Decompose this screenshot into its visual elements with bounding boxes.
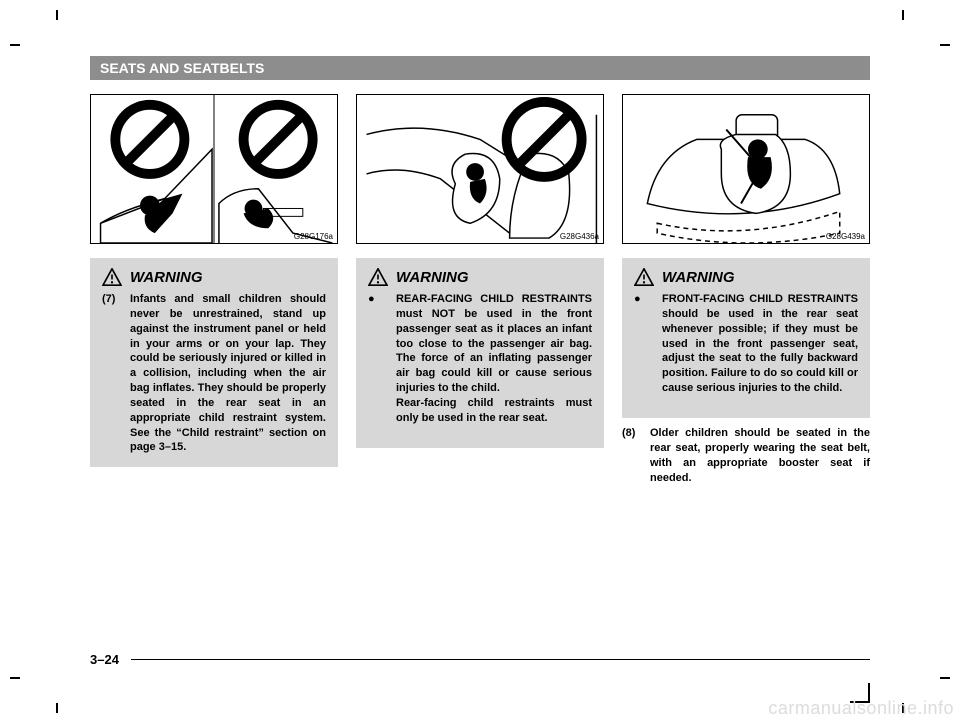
warning-title: WARNING xyxy=(368,268,592,286)
page-content: SEATS AND SEATBELTS xyxy=(90,56,870,667)
list-marker: (8) xyxy=(622,426,642,485)
warning-label: WARNING xyxy=(396,269,469,286)
crop-mark xyxy=(10,44,20,46)
warning-icon xyxy=(634,268,654,286)
crop-mark xyxy=(902,10,904,20)
crop-mark xyxy=(940,677,950,679)
list-marker: ● xyxy=(368,292,388,426)
warning-label: WARNING xyxy=(130,269,203,286)
list-marker: ● xyxy=(634,292,654,396)
figure-id: G28G176a xyxy=(294,232,333,241)
warning-text: Infants and small children should never … xyxy=(130,292,326,455)
column-1: G28G176a WARNING (7) Infants and small c… xyxy=(90,94,338,485)
list-text: Older children should be seated in the r… xyxy=(650,426,870,485)
crop-mark xyxy=(10,677,20,679)
warning-body: ● REAR-FACING CHILD RE­STRAINTS must NOT… xyxy=(368,292,592,426)
list-item-8: (8) Older children should be seated in t… xyxy=(622,426,870,485)
figure-id: G28G436a xyxy=(560,232,599,241)
crop-corner xyxy=(850,683,870,703)
page-footer: 3–24 xyxy=(90,652,870,667)
page-number: 3–24 xyxy=(90,652,131,667)
content-columns: G28G176a WARNING (7) Infants and small c… xyxy=(90,94,870,485)
crop-mark xyxy=(56,10,58,20)
crop-mark xyxy=(56,703,58,713)
warning-body: ● FRONT-FACING CHILD RE­STRAINTS should … xyxy=(634,292,858,396)
warning-icon xyxy=(368,268,388,286)
warning-text: FRONT-FACING CHILD RE­STRAINTS should be… xyxy=(662,292,858,396)
column-3: G28G439a WARNING ● FRONT-FACING CHILD RE… xyxy=(622,94,870,485)
warning-box-1: WARNING (7) Infants and small children s… xyxy=(90,258,338,467)
footer-rule xyxy=(131,659,870,660)
warning-title: WARNING xyxy=(634,268,858,286)
section-header: SEATS AND SEATBELTS xyxy=(90,56,870,80)
warning-text-2: Rear-facing child restraints must only b… xyxy=(396,397,592,424)
figure-3: G28G439a xyxy=(622,94,870,244)
warning-box-3: WARNING ● FRONT-FACING CHILD RE­STRAINTS… xyxy=(622,258,870,418)
warning-text: REAR-FACING CHILD RE­STRAINTS must NOT b… xyxy=(396,293,592,394)
list-marker: (7) xyxy=(102,292,122,455)
crop-mark xyxy=(902,703,904,713)
warning-label: WARNING xyxy=(662,269,735,286)
warning-body: (7) Infants and small children should ne… xyxy=(102,292,326,455)
figure-2: G28G436a xyxy=(356,94,604,244)
crop-mark xyxy=(940,44,950,46)
warning-icon xyxy=(102,268,122,286)
warning-box-2: WARNING ● REAR-FACING CHILD RE­STRAINTS … xyxy=(356,258,604,448)
column-2: G28G436a WARNING ● REAR-FACING CHILD xyxy=(356,94,604,485)
figure-id: G28G439a xyxy=(826,232,865,241)
warning-title: WARNING xyxy=(102,268,326,286)
figure-1: G28G176a xyxy=(90,94,338,244)
